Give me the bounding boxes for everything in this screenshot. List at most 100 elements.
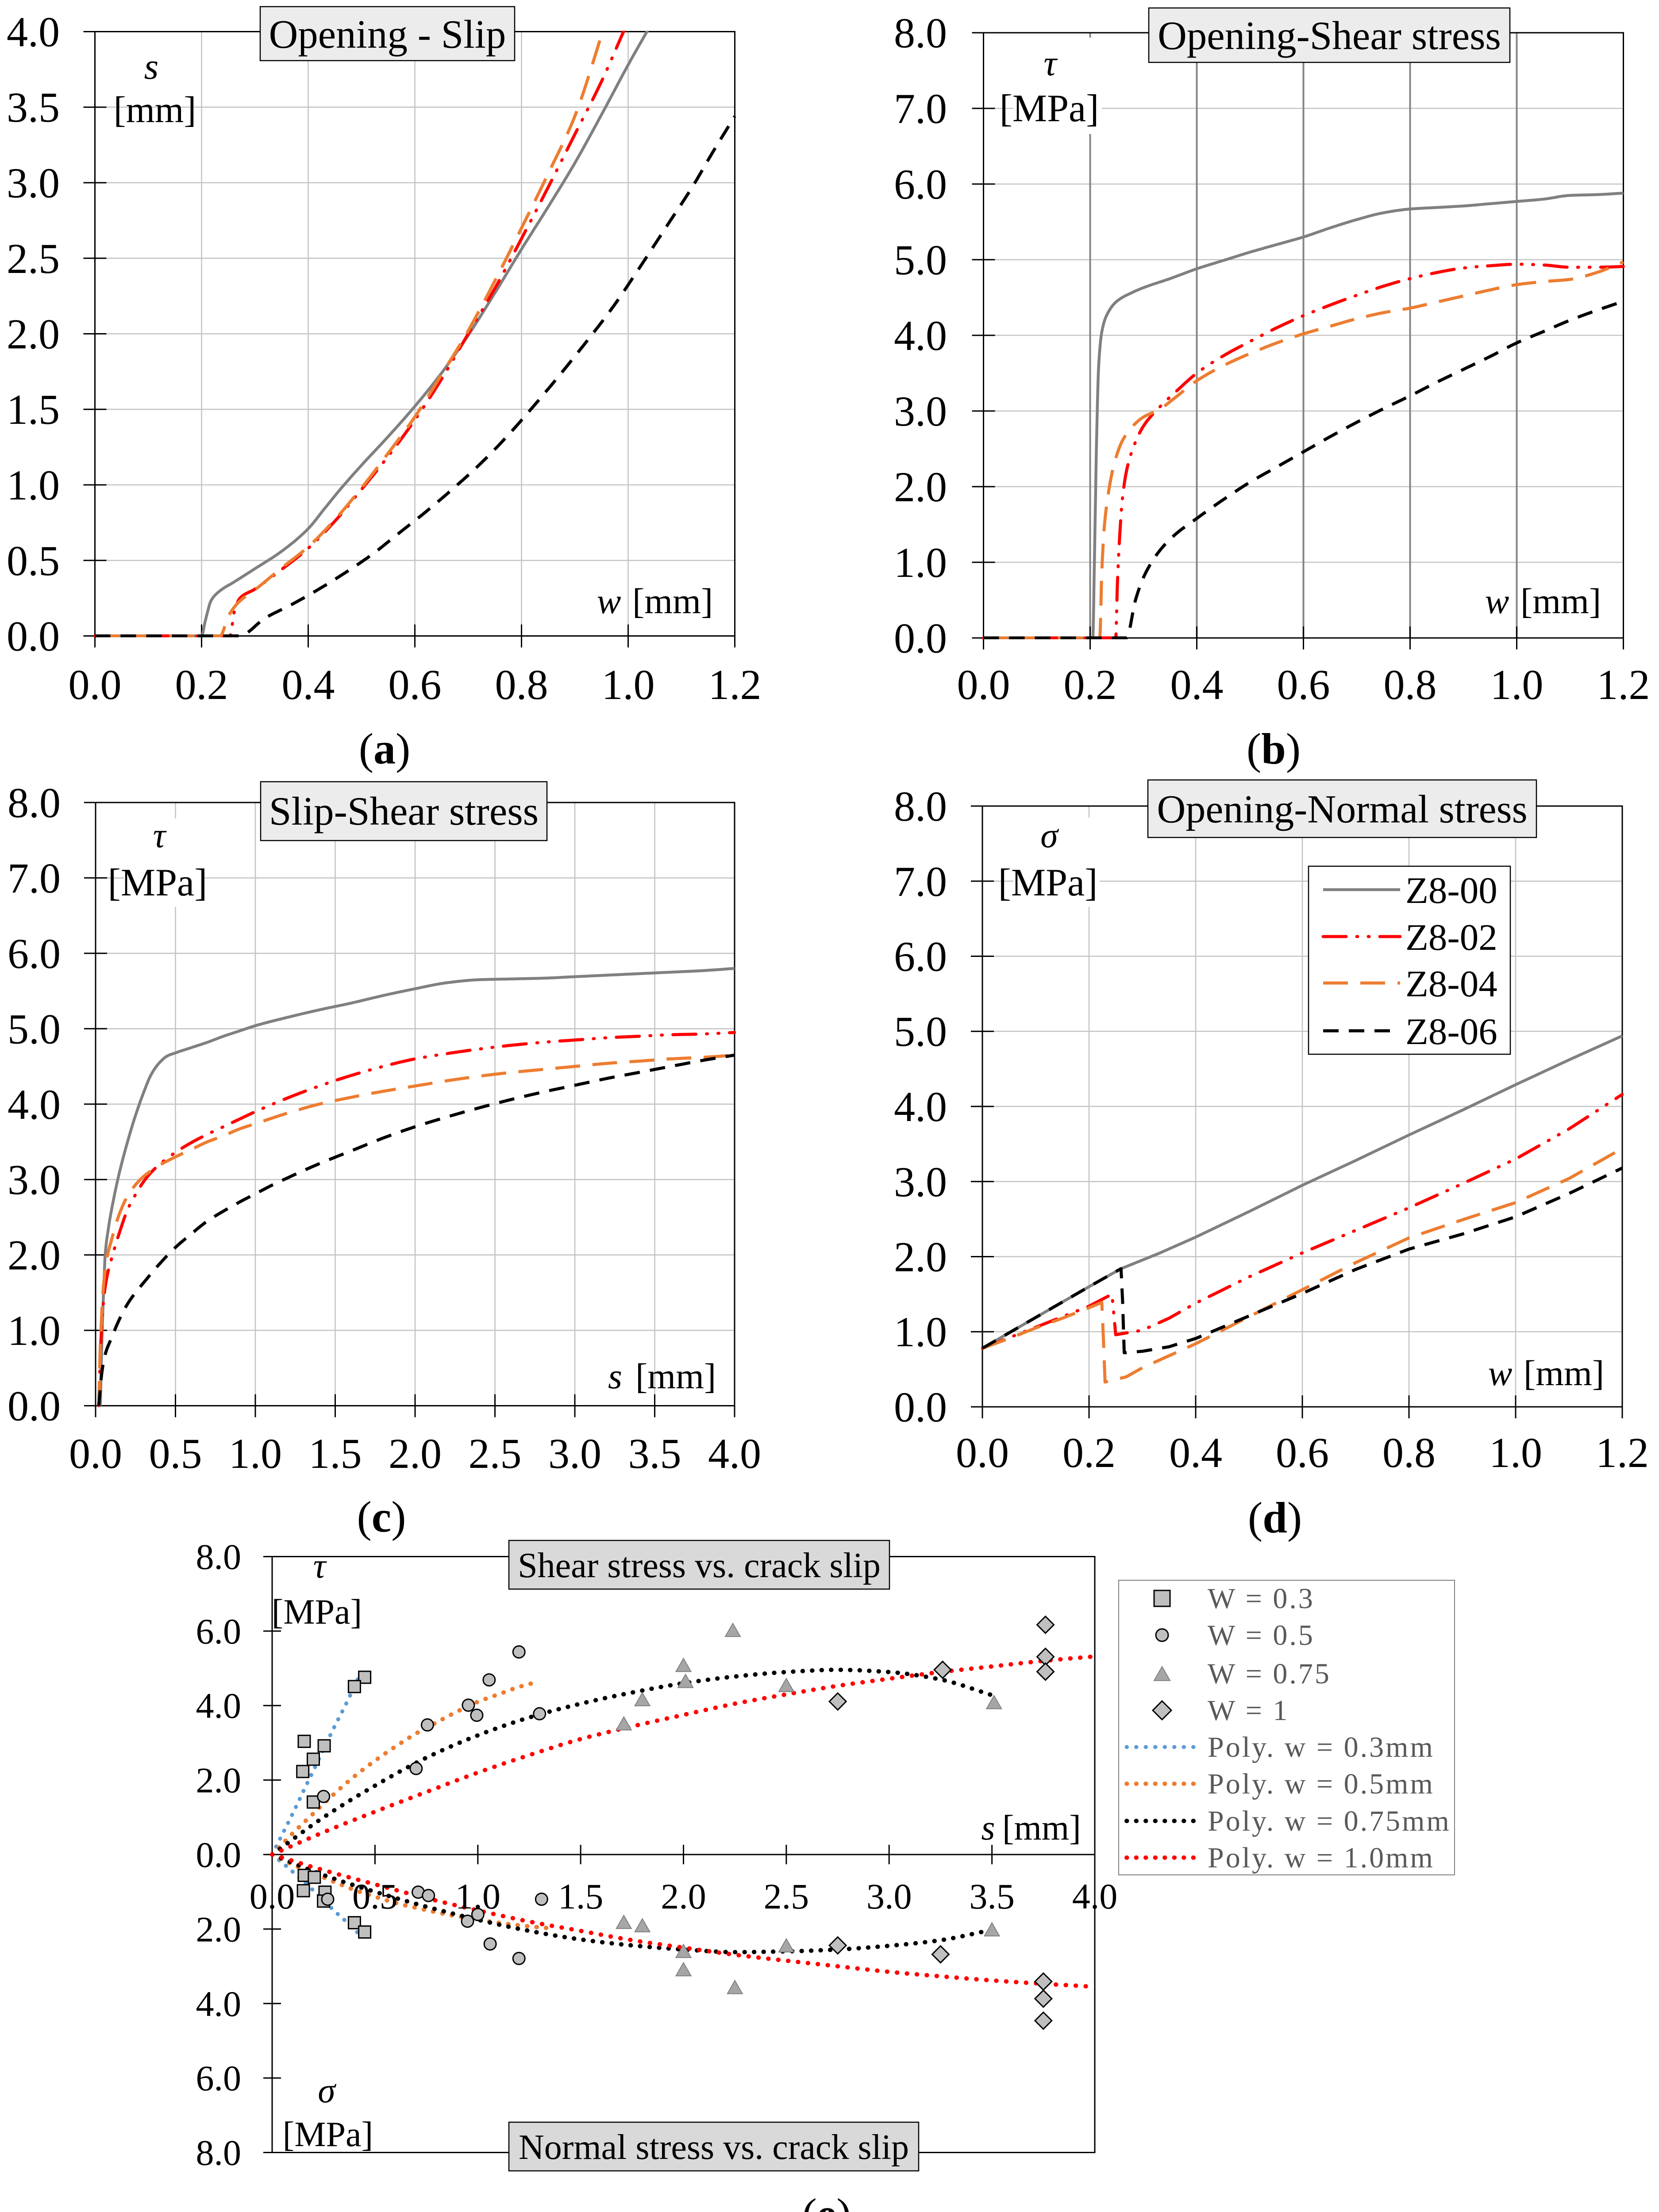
svg-text:6.0: 6.0 <box>894 161 947 208</box>
svg-text:3.5: 3.5 <box>7 84 60 131</box>
svg-text:Normal stress vs. crack slip: Normal stress vs. crack slip <box>519 2128 909 2167</box>
svg-text:W = 0.5: W = 0.5 <box>1208 1619 1315 1651</box>
svg-text:w: w <box>1488 1353 1513 1393</box>
svg-text:Slip-Shear stress: Slip-Shear stress <box>269 789 539 833</box>
svg-text:[mm]: [mm] <box>1520 581 1601 621</box>
svg-text:0.0: 0.0 <box>7 613 60 660</box>
svg-text:6.0: 6.0 <box>196 1611 242 1651</box>
svg-text:0.0: 0.0 <box>196 1835 242 1875</box>
svg-text:1.0: 1.0 <box>229 1430 282 1477</box>
svg-text:[MPa]: [MPa] <box>272 1593 362 1632</box>
svg-text:0.4: 0.4 <box>1169 1429 1222 1476</box>
svg-text:0.2: 0.2 <box>175 661 228 708</box>
svg-text:5.0: 5.0 <box>894 236 947 284</box>
svg-text:0.5: 0.5 <box>352 1876 398 1916</box>
svg-text:3.0: 3.0 <box>7 159 60 207</box>
svg-text:[MPa]: [MPa] <box>108 861 208 904</box>
svg-text:4.0: 4.0 <box>708 1430 761 1477</box>
svg-text:1.0: 1.0 <box>1489 1429 1542 1476</box>
svg-text:5.0: 5.0 <box>894 1008 947 1055</box>
svg-text:3.5: 3.5 <box>628 1430 681 1477</box>
svg-text:Poly. w = 1.0mm: Poly. w = 1.0mm <box>1208 1842 1435 1874</box>
svg-text:2.0: 2.0 <box>7 311 60 358</box>
svg-text:1.2: 1.2 <box>1596 1429 1649 1476</box>
svg-text:1.5: 1.5 <box>7 386 60 433</box>
svg-text:2.5: 2.5 <box>7 235 60 282</box>
svg-text:8.0: 8.0 <box>196 1537 242 1577</box>
svg-text:0.8: 0.8 <box>495 661 548 708</box>
svg-text:3.0: 3.0 <box>866 1876 912 1916</box>
svg-text:6.0: 6.0 <box>196 2058 242 2098</box>
svg-text:4.0: 4.0 <box>1072 1876 1118 1916</box>
svg-text:1.0: 1.0 <box>602 661 655 708</box>
svg-text:0.6: 0.6 <box>389 661 442 708</box>
svg-text:2.5: 2.5 <box>764 1876 809 1916</box>
svg-text:0.6: 0.6 <box>1276 1429 1329 1476</box>
svg-text:[mm]: [mm] <box>114 89 196 131</box>
svg-text:s: s <box>608 1356 622 1396</box>
svg-text:3.0: 3.0 <box>894 1158 947 1206</box>
svg-text:[mm]: [mm] <box>1002 1809 1081 1847</box>
svg-text:0.4: 0.4 <box>1170 661 1224 708</box>
svg-text:[MPa]: [MPa] <box>1000 87 1099 130</box>
svg-text:6.0: 6.0 <box>894 933 947 980</box>
svg-text:2.0: 2.0 <box>894 463 947 511</box>
svg-text:4.0: 4.0 <box>196 1686 242 1726</box>
svg-text:3.0: 3.0 <box>894 388 947 435</box>
svg-text:0.0: 0.0 <box>956 1429 1009 1476</box>
svg-text:0.0: 0.0 <box>250 1876 295 1916</box>
svg-text:Z8-02: Z8-02 <box>1405 917 1497 958</box>
svg-text:2.0: 2.0 <box>389 1430 442 1477</box>
svg-text:1.5: 1.5 <box>558 1876 604 1916</box>
svg-text:6.0: 6.0 <box>8 930 61 977</box>
svg-text:[mm]: [mm] <box>632 581 713 621</box>
svg-text:s: s <box>981 1809 995 1847</box>
svg-text:8.0: 8.0 <box>8 779 61 826</box>
svg-text:τ: τ <box>1043 43 1058 83</box>
svg-text:Poly. w = 0.75mm: Poly. w = 0.75mm <box>1208 1805 1451 1837</box>
svg-text:0.0: 0.0 <box>8 1382 61 1430</box>
svg-text:(d): (d) <box>1248 1493 1302 1542</box>
svg-text:W = 0.3: W = 0.3 <box>1208 1582 1315 1615</box>
svg-text:0.0: 0.0 <box>894 614 947 662</box>
svg-text:s: s <box>144 46 159 87</box>
svg-text:(b): (b) <box>1247 724 1301 773</box>
svg-text:σ: σ <box>318 2071 336 2110</box>
svg-text:3.0: 3.0 <box>8 1156 61 1203</box>
svg-text:2.0: 2.0 <box>196 1760 242 1801</box>
svg-text:Opening-Shear stress: Opening-Shear stress <box>1158 13 1501 58</box>
svg-text:2.0: 2.0 <box>8 1232 61 1279</box>
svg-text:1.0: 1.0 <box>894 1308 947 1356</box>
svg-text:1.0: 1.0 <box>455 1876 501 1916</box>
svg-text:0.2: 0.2 <box>1064 661 1117 708</box>
svg-text:Poly. w = 0.5mm: Poly. w = 0.5mm <box>1208 1768 1435 1800</box>
svg-text:0.2: 0.2 <box>1062 1429 1116 1476</box>
svg-text:τ: τ <box>153 816 167 855</box>
svg-text:1.2: 1.2 <box>708 661 762 708</box>
svg-text:1.5: 1.5 <box>309 1430 362 1477</box>
svg-text:1.2: 1.2 <box>1597 661 1650 708</box>
svg-text:w: w <box>1485 581 1509 621</box>
svg-text:4.0: 4.0 <box>196 1984 242 2024</box>
svg-text:4.0: 4.0 <box>8 1081 61 1128</box>
svg-text:Opening - Slip: Opening - Slip <box>269 12 506 57</box>
svg-text:8.0: 8.0 <box>894 783 947 830</box>
svg-text:Shear stress vs. crack slip: Shear stress vs. crack slip <box>518 1546 881 1585</box>
svg-text:1.0: 1.0 <box>894 539 947 586</box>
svg-text:8.0: 8.0 <box>894 9 947 57</box>
svg-text:5.0: 5.0 <box>8 1005 61 1052</box>
svg-text:[mm]: [mm] <box>635 1356 716 1396</box>
svg-text:4.0: 4.0 <box>7 8 60 56</box>
svg-text:0.5: 0.5 <box>149 1430 202 1477</box>
svg-text:0.0: 0.0 <box>957 661 1010 708</box>
svg-text:0.8: 0.8 <box>1382 1429 1436 1476</box>
svg-text:0.6: 0.6 <box>1277 661 1330 708</box>
svg-text:[MPa]: [MPa] <box>283 2115 373 2154</box>
svg-text:8.0: 8.0 <box>196 2133 242 2173</box>
svg-text:w: w <box>597 581 621 621</box>
svg-text:0.0: 0.0 <box>894 1383 947 1431</box>
svg-text:0.8: 0.8 <box>1384 661 1437 708</box>
svg-text:3.5: 3.5 <box>969 1876 1015 1916</box>
svg-text:W = 0.75: W = 0.75 <box>1208 1658 1331 1690</box>
svg-text:4.0: 4.0 <box>894 312 947 359</box>
